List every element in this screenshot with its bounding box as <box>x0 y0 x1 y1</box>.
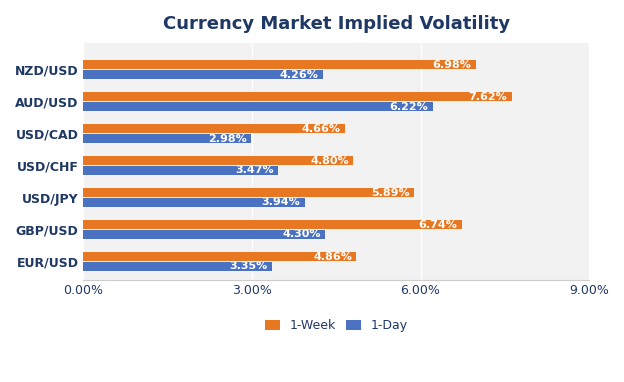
Bar <box>84 92 512 101</box>
Bar <box>84 262 271 271</box>
Bar <box>84 60 475 70</box>
Bar <box>84 134 251 143</box>
Bar <box>84 220 462 229</box>
Bar <box>84 125 345 133</box>
Text: 5.89%: 5.89% <box>371 188 410 198</box>
Text: 4.80%: 4.80% <box>310 156 349 166</box>
Text: 6.22%: 6.22% <box>389 102 429 112</box>
Bar <box>84 188 414 197</box>
Text: 4.26%: 4.26% <box>280 70 318 79</box>
Text: 7.62%: 7.62% <box>468 92 507 102</box>
Text: 2.98%: 2.98% <box>208 133 246 144</box>
Bar <box>84 166 278 175</box>
Text: 4.30%: 4.30% <box>282 230 321 240</box>
Bar <box>84 230 325 239</box>
Text: 4.86%: 4.86% <box>313 252 352 262</box>
Bar <box>84 70 323 79</box>
Text: 4.66%: 4.66% <box>302 124 341 134</box>
Text: 3.47%: 3.47% <box>235 165 274 175</box>
Bar <box>84 102 433 111</box>
Title: Currency Market Implied Volatility: Currency Market Implied Volatility <box>163 15 510 33</box>
Legend: 1-Week, 1-Day: 1-Week, 1-Day <box>260 314 413 337</box>
Text: 3.35%: 3.35% <box>229 261 267 272</box>
Text: 3.94%: 3.94% <box>261 197 300 207</box>
Bar <box>84 253 356 261</box>
Bar <box>84 198 305 207</box>
Bar <box>84 156 353 165</box>
Text: 6.74%: 6.74% <box>419 220 457 230</box>
Text: 6.98%: 6.98% <box>432 60 471 70</box>
